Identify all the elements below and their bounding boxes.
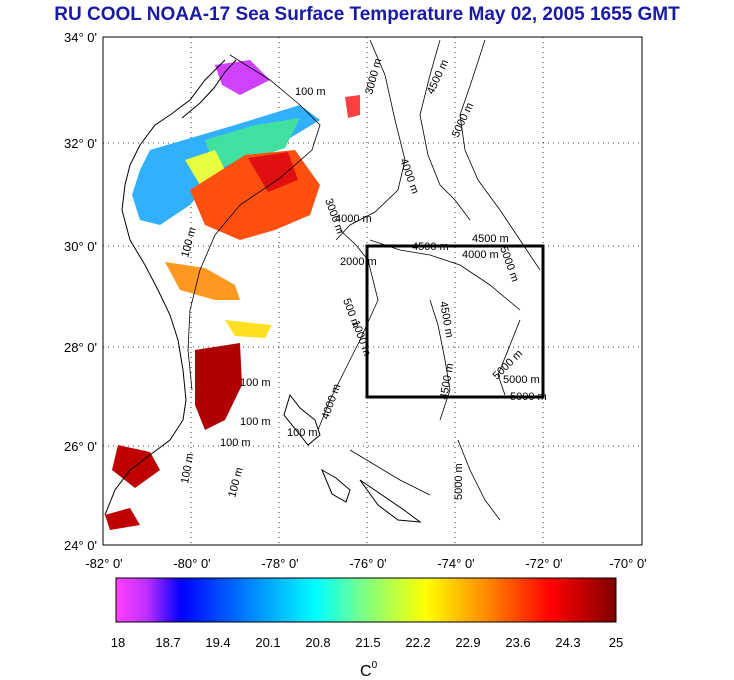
colorbar-tick: 20.8 bbox=[305, 635, 330, 650]
colorbar-tick: 21.5 bbox=[355, 635, 380, 650]
colorbar-tick: 22.2 bbox=[405, 635, 430, 650]
lon-label: -80° 0' bbox=[173, 556, 210, 571]
map-title: RU COOL NOAA-17 Sea Surface Temperature … bbox=[54, 4, 680, 25]
contour-label: 100 m bbox=[287, 427, 318, 439]
colorbar bbox=[115, 577, 617, 623]
sst-yellow-patch bbox=[185, 150, 225, 185]
sst-warm-core bbox=[248, 152, 298, 192]
contour-100m-north bbox=[187, 54, 321, 391]
lon-label: -74° 0' bbox=[437, 556, 474, 571]
lat-label: 28° 0' bbox=[64, 340, 97, 355]
lat-label: 32° 0' bbox=[64, 136, 97, 151]
colorbar-tick: 22.9 bbox=[455, 635, 480, 650]
contour-label: 100 m bbox=[179, 452, 196, 484]
contour-label: 4000 m bbox=[335, 213, 372, 225]
sst-orange-band bbox=[165, 262, 240, 300]
sst-fleck-red bbox=[345, 95, 360, 118]
contour-label: 100 m bbox=[240, 377, 271, 389]
colorbar-tick: 23.6 bbox=[505, 635, 530, 650]
colorbar-tick: 19.4 bbox=[205, 635, 230, 650]
lon-label: -70° 0' bbox=[609, 556, 646, 571]
bathymetry-contours bbox=[187, 39, 541, 521]
lat-label: 30° 0' bbox=[64, 239, 97, 254]
contour-label: 4000 m bbox=[462, 249, 499, 261]
contour-5000m-south bbox=[457, 439, 501, 521]
lon-label: -72° 0' bbox=[525, 556, 562, 571]
contour-label: 5000 m bbox=[453, 463, 465, 500]
colorbar-tick: 25 bbox=[609, 635, 623, 650]
contour-4000m-south bbox=[349, 449, 431, 496]
sst-hot-patch bbox=[195, 343, 242, 430]
contour-label: 4500 m bbox=[472, 233, 509, 245]
colorbar-tick: 20.1 bbox=[255, 635, 280, 650]
contour-4500m-north bbox=[459, 39, 541, 271]
colorbar-tick: 18.7 bbox=[155, 635, 180, 650]
contour-blake-escarpment bbox=[317, 229, 379, 431]
unit-letter: C bbox=[360, 663, 372, 680]
lat-label: 34° 0' bbox=[64, 30, 97, 45]
contour-label: 100 m bbox=[240, 416, 271, 428]
latitude-labels: 34° 0' 32° 0' 30° 0' 28° 0' 26° 0' 24° 0… bbox=[64, 30, 97, 553]
contour-5000m-box bbox=[497, 319, 521, 396]
colorbar-unit: C0 bbox=[360, 660, 378, 680]
sst-magenta-patch bbox=[215, 60, 270, 95]
contour-4000m-mid bbox=[369, 239, 521, 311]
unit-superscript: 0 bbox=[372, 660, 378, 671]
contour-label: 2000 m bbox=[340, 256, 377, 268]
sst-yellow-band bbox=[225, 320, 272, 338]
sst-hot-fleck bbox=[105, 508, 140, 530]
longitude-labels: -82° 0' -80° 0' -78° 0' -76° 0' -74° 0' … bbox=[85, 556, 646, 571]
colorbar-tick: 18 bbox=[111, 635, 125, 650]
colorbar-tick: 24.3 bbox=[555, 635, 580, 650]
lat-label: 24° 0' bbox=[64, 538, 97, 553]
contour-label: 5000 m bbox=[503, 374, 540, 386]
contour-4000m-north bbox=[419, 39, 471, 221]
lat-label: 26° 0' bbox=[64, 439, 97, 454]
lon-label: -78° 0' bbox=[261, 556, 298, 571]
lon-label: -76° 0' bbox=[349, 556, 386, 571]
lon-label: -82° 0' bbox=[85, 556, 122, 571]
contour-label: 100 m bbox=[220, 437, 251, 449]
contour-4500m-mid bbox=[429, 299, 451, 421]
contour-label: 100 m bbox=[295, 86, 326, 98]
sst-green-swath bbox=[205, 118, 300, 168]
colorbar-ticks: 18 18.7 19.4 20.1 20.8 21.5 22.2 22.9 23… bbox=[111, 635, 623, 650]
contour-3000m-north bbox=[335, 39, 406, 241]
study-area-box bbox=[365, 244, 545, 399]
coastline bbox=[104, 59, 422, 523]
